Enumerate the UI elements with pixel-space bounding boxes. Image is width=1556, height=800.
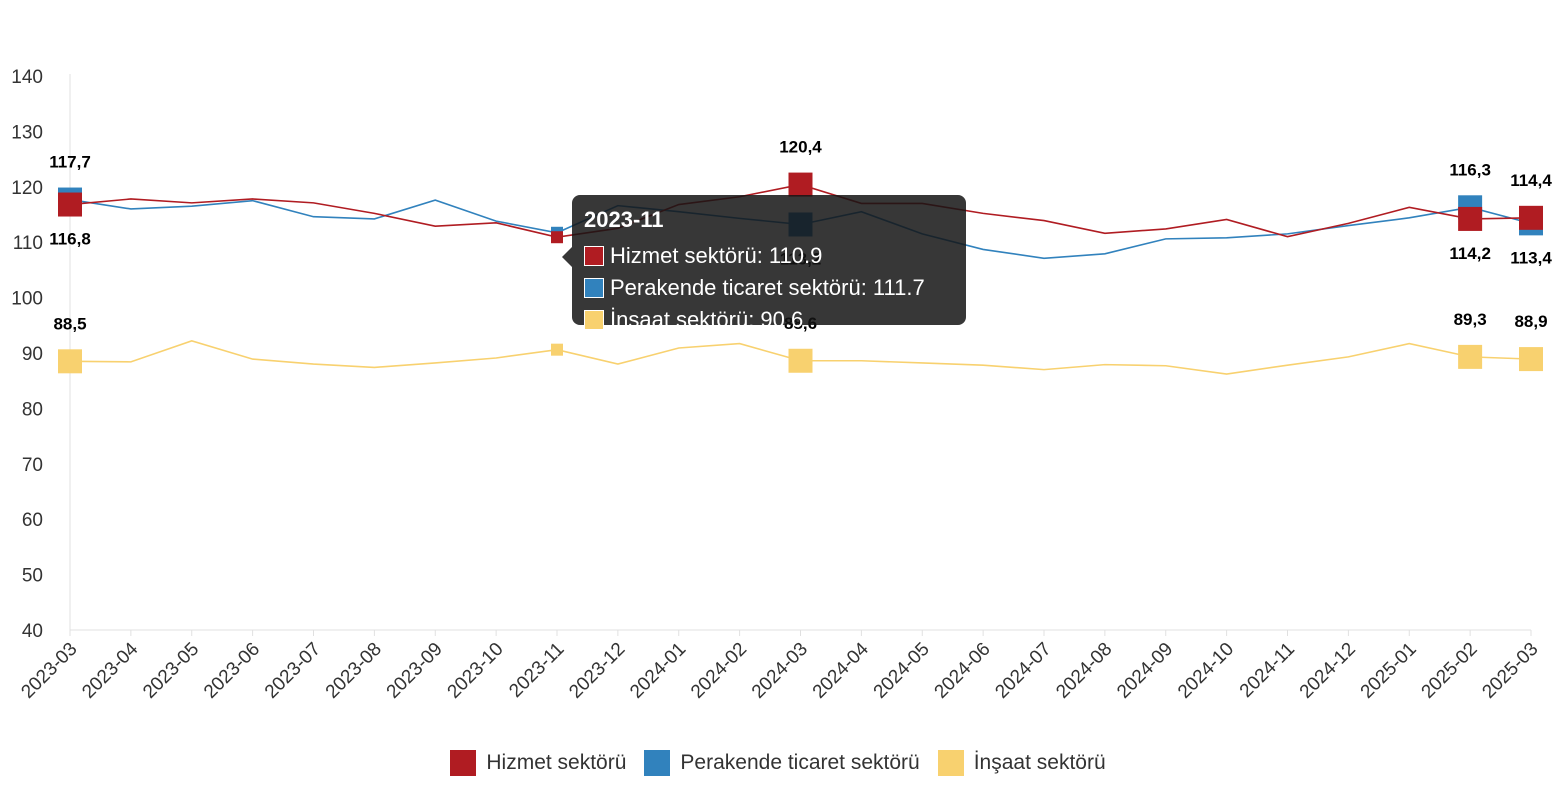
data-point-marker[interactable] [58, 349, 82, 374]
x-tick-label: 2023-04 [78, 638, 142, 702]
x-tick-label: 2023-03 [17, 639, 81, 703]
x-tick-label: 2023-11 [505, 639, 568, 702]
x-tick-label: 2023-12 [565, 639, 629, 703]
legend-label-hizmet: Hizmet sektörü [486, 751, 627, 774]
x-tick-label: 2024-02 [687, 639, 751, 703]
data-label: 113,4 [1510, 248, 1552, 267]
x-tick-label: 2023-05 [139, 639, 203, 703]
y-tick-label: 140 [11, 67, 43, 88]
tooltip-text-insaat: İnşaat sektörü: 90.6 [610, 307, 804, 332]
x-tick-label: 2024-05 [870, 639, 934, 703]
y-tick-label: 100 [11, 289, 43, 310]
tooltip-swatch-hizmet [584, 246, 604, 266]
x-tick-label: 2023-09 [383, 639, 447, 703]
tooltip-title: 2023-11 [584, 207, 664, 232]
legend-label-insaat: İnşaat sektörü [973, 751, 1106, 774]
x-tick-label: 2024-11 [1236, 639, 1299, 702]
data-label: 116,3 [1449, 160, 1491, 179]
data-label: 89,3 [1454, 310, 1487, 329]
x-tick-label: 2024-06 [931, 639, 995, 703]
x-tick-label: 2023-10 [444, 639, 508, 703]
data-point-marker[interactable] [1458, 344, 1483, 369]
y-tick-label: 90 [22, 344, 43, 365]
legend-swatch-insaat [937, 750, 964, 776]
hover-tooltip: 2023-11 Hizmet sektörü: 110.9 Perakende … [562, 195, 966, 332]
data-label: 114,2 [1449, 244, 1491, 263]
data-label: 116,8 [49, 230, 91, 249]
y-tick-label: 60 [22, 510, 43, 531]
y-tick-label: 80 [22, 399, 43, 420]
data-label: 117,7 [49, 153, 91, 172]
x-tick-label: 2025-03 [1478, 639, 1542, 703]
x-tick-label: 2023-06 [200, 639, 264, 703]
tooltip-text-hizmet: Hizmet sektörü: 110.9 [610, 243, 823, 268]
data-label: 88,5 [53, 314, 86, 333]
series-markers[interactable] [58, 172, 1543, 374]
data-point-marker[interactable] [1458, 206, 1483, 231]
x-tick-label: 2024-07 [991, 639, 1055, 703]
x-tick-label: 2023-07 [261, 639, 325, 703]
tooltip-row-insaat: İnşaat sektörü: 90.6 [584, 307, 954, 333]
data-point-marker[interactable] [1519, 347, 1543, 372]
x-tick-label: 2024-08 [1052, 639, 1116, 703]
tooltip-swatch-insaat [584, 310, 604, 330]
chart-legend: Hizmet sektörü Perakende ticaret sektörü… [0, 750, 1556, 776]
y-tick-label: 50 [22, 566, 43, 587]
tooltip-text-perakende: Perakende ticaret sektörü: 111.7 [610, 275, 925, 300]
legend-item-hizmet[interactable]: Hizmet sektörü [450, 750, 626, 776]
x-tick-label: 2024-10 [1174, 639, 1238, 703]
hover-point-marker [551, 231, 563, 244]
data-point-marker[interactable] [1519, 205, 1543, 230]
x-tick-label: 2025-02 [1418, 639, 1482, 703]
x-tick-label: 2024-03 [748, 639, 812, 703]
data-point-marker[interactable] [788, 172, 813, 197]
x-tick-label: 2024-09 [1113, 639, 1177, 703]
x-tick-label: 2024-04 [809, 638, 873, 702]
legend-swatch-perakende [644, 750, 671, 776]
x-tick-label: 2023-08 [322, 639, 386, 703]
y-tick-label: 120 [11, 178, 43, 199]
legend-item-insaat[interactable]: İnşaat sektörü [937, 750, 1106, 776]
tooltip-swatch-perakende [584, 278, 604, 298]
y-tick-label: 40 [22, 621, 43, 642]
data-label: 120,4 [779, 138, 822, 157]
data-point-marker[interactable] [788, 348, 813, 373]
data-label: 88,9 [1514, 312, 1547, 331]
tooltip-row-perakende: Perakende ticaret sektörü: 111.7 [584, 275, 954, 301]
y-tick-label: 110 [13, 233, 43, 254]
legend-label-perakende: Perakende ticaret sektörü [680, 751, 920, 774]
y-tick-label: 70 [22, 455, 43, 476]
hover-point-marker [551, 343, 563, 356]
x-axis: 2023-032023-042023-052023-062023-072023-… [17, 630, 1543, 703]
x-tick-label: 2025-01 [1357, 639, 1421, 703]
x-tick-label: 2024-12 [1296, 639, 1360, 703]
x-tick-label: 2024-01 [626, 639, 690, 703]
legend-item-perakende[interactable]: Perakende ticaret sektörü [644, 750, 920, 776]
data-label: 114,4 [1510, 171, 1552, 190]
data-point-marker[interactable] [58, 192, 82, 217]
legend-swatch-hizmet [450, 750, 477, 776]
tooltip-row-hizmet: Hizmet sektörü: 110.9 [584, 243, 954, 269]
y-tick-label: 130 [11, 122, 43, 143]
